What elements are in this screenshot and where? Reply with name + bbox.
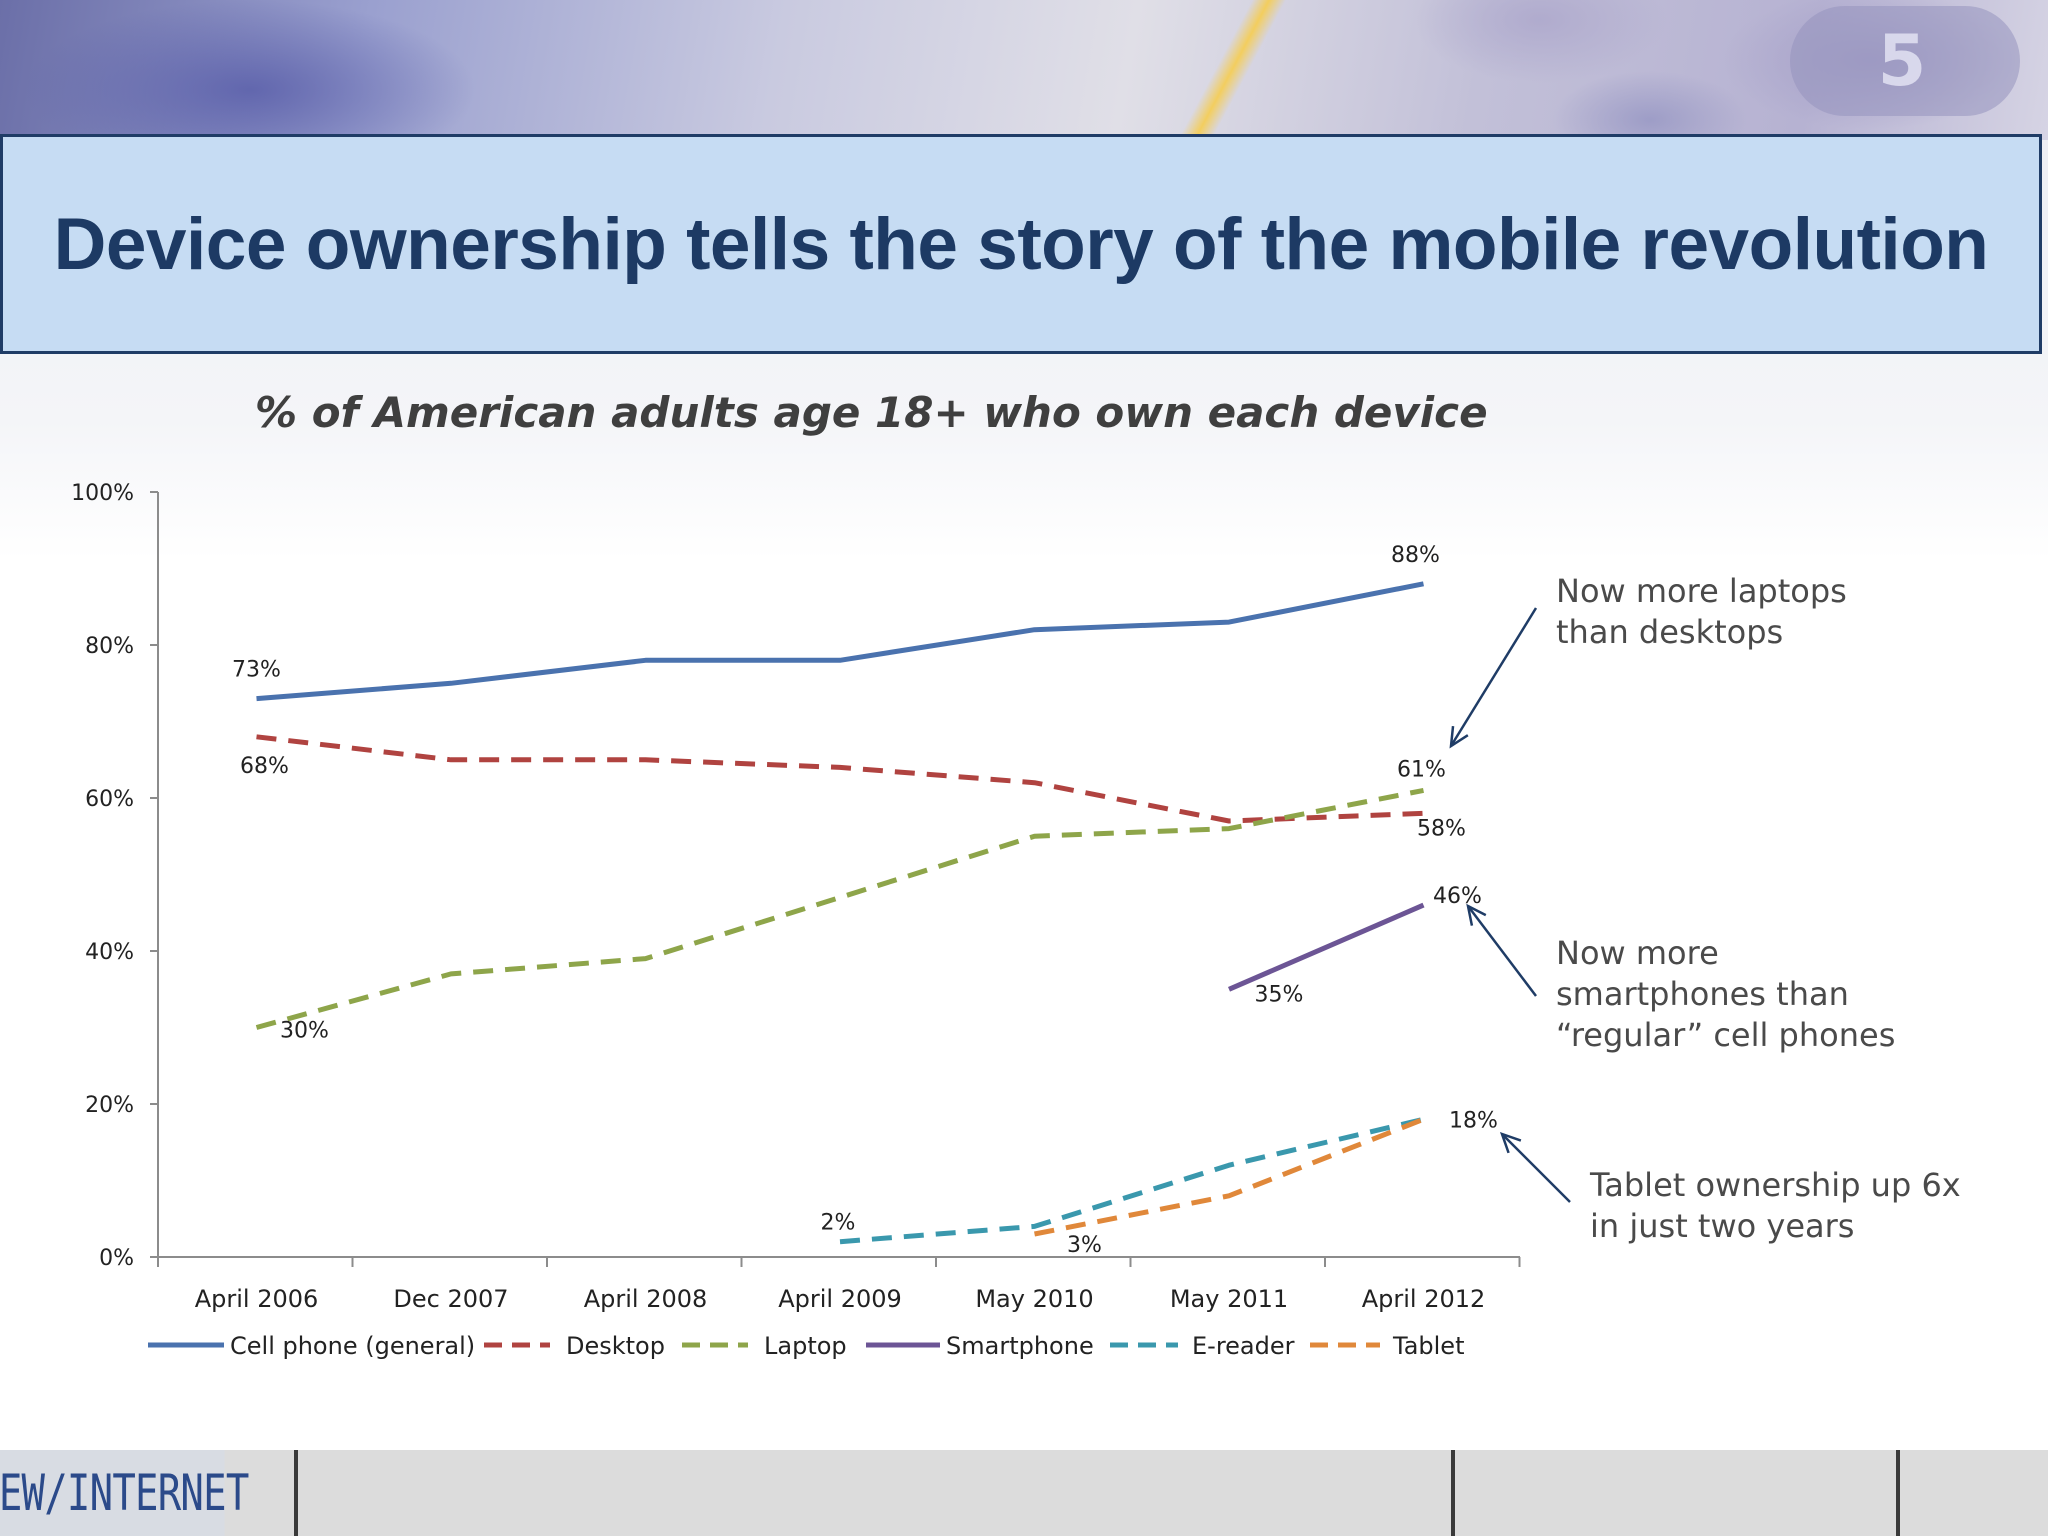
data-label: 2% xyxy=(821,1211,856,1236)
data-label: 88% xyxy=(1391,543,1440,568)
series-line-e-reader xyxy=(839,1116,1425,1245)
annotation-arrow xyxy=(1501,1133,1571,1203)
legend-label: Laptop xyxy=(764,1332,847,1360)
y-tick-label: 0% xyxy=(99,1246,134,1271)
data-label: 30% xyxy=(280,1019,329,1044)
y-tick-label: 40% xyxy=(85,940,134,965)
annotation-text: in just two years xyxy=(1590,1207,1854,1245)
x-tick-label: April 2012 xyxy=(1362,1285,1486,1313)
line-chart: 0% 20% 40% 60% 80% 100% April 2006 Dec 2007 Apri… xyxy=(71,481,1961,1360)
pew-internet-logo: PEW/INTERNET xyxy=(0,1450,249,1536)
annotation-arrowhead xyxy=(1466,903,1487,926)
title-bar: Device ownership tells the story of the … xyxy=(0,134,2042,354)
x-tick-label: May 2010 xyxy=(975,1285,1093,1313)
series-line-cell-phone xyxy=(256,581,1424,702)
data-label: 68% xyxy=(240,754,289,779)
annotation-text: smartphones than xyxy=(1556,975,1849,1013)
data-label: 18% xyxy=(1449,1108,1498,1133)
slide-title: Device ownership tells the story of the … xyxy=(53,203,1989,285)
annotation-text: Now more laptops xyxy=(1556,572,1847,610)
annotation-text: Tablet ownership up 6x xyxy=(1589,1166,1961,1204)
legend-label: Tablet xyxy=(1392,1332,1464,1360)
keypad-key-image: 5 xyxy=(1790,6,2020,116)
legend-label: Smartphone xyxy=(946,1332,1094,1360)
data-label: 35% xyxy=(1255,982,1304,1007)
y-tick-label: 100% xyxy=(71,481,134,506)
data-label: 61% xyxy=(1397,757,1446,782)
footer-bar: PEW/INTERNET xyxy=(0,1450,2048,1536)
header-photo-highlight xyxy=(1177,0,1287,140)
footer-divider xyxy=(294,1450,298,1536)
series-line-laptop xyxy=(255,787,1424,1030)
series-line-tablet xyxy=(1034,1116,1425,1237)
annotation-text: than desktops xyxy=(1556,613,1783,651)
series-line-smartphone xyxy=(1228,902,1425,992)
data-label: 73% xyxy=(232,658,281,683)
header-photo-banner: 5 xyxy=(0,0,2048,140)
legend-label: Desktop xyxy=(566,1332,665,1360)
x-tick-label: May 2011 xyxy=(1170,1285,1288,1313)
data-label: 3% xyxy=(1067,1233,1102,1258)
legend-label: Cell phone (general) xyxy=(230,1332,475,1360)
annotation-text: “regular” cell phones xyxy=(1556,1016,1895,1054)
annotation-arrow xyxy=(1467,905,1537,997)
x-tick-label: Dec 2007 xyxy=(393,1285,508,1313)
y-tick-label: 80% xyxy=(85,634,134,659)
x-tick-label: April 2009 xyxy=(778,1285,902,1313)
y-tick-label: 20% xyxy=(85,1093,134,1118)
chart-subtitle: % of American adults age 18+ who own eac… xyxy=(255,388,1488,437)
x-tick-label: April 2006 xyxy=(195,1285,319,1313)
data-label: 58% xyxy=(1417,816,1466,841)
annotation-arrow xyxy=(1449,607,1538,747)
annotation-arrowhead xyxy=(1499,1131,1522,1154)
series-line-desktop xyxy=(256,734,1424,824)
x-tick-label: April 2008 xyxy=(584,1285,708,1313)
annotation-text: Now more xyxy=(1556,934,1719,972)
y-tick-label: 60% xyxy=(85,787,134,812)
footer-divider xyxy=(1451,1450,1455,1536)
annotation-arrowhead xyxy=(1449,725,1469,749)
legend-label: E-reader xyxy=(1192,1332,1295,1360)
data-label: 46% xyxy=(1433,884,1482,909)
footer-divider xyxy=(1896,1450,1900,1536)
